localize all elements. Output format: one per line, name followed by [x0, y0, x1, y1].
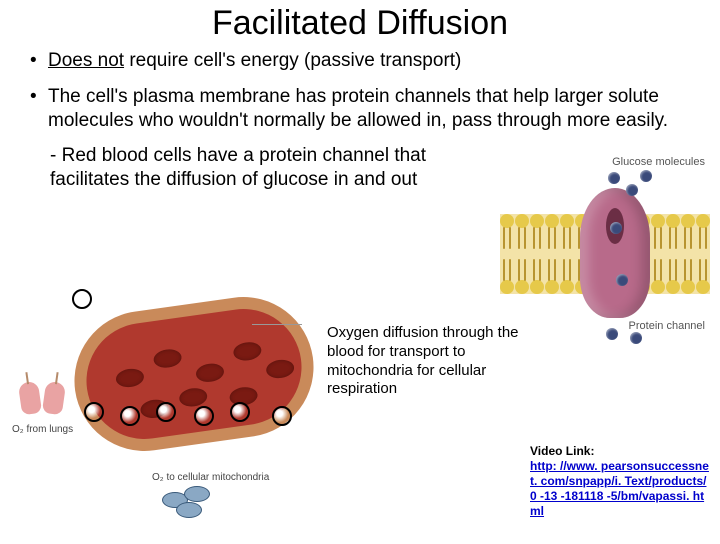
lipid	[515, 254, 529, 294]
lipid	[666, 214, 680, 254]
protein-channel-label: Protein channel	[629, 320, 705, 332]
lipid	[515, 214, 529, 254]
lipid	[560, 214, 574, 254]
lipid	[666, 254, 680, 294]
red-blood-cell	[115, 367, 145, 389]
red-blood-cell	[232, 340, 262, 362]
glucose-label: Glucose molecules	[612, 156, 705, 168]
mitochondria-label: O₂ to cellular mitochondria	[152, 472, 269, 483]
bullet-1: Does not require cell's energy (passive …	[30, 49, 700, 73]
pointer-line	[252, 324, 302, 325]
red-blood-cell	[195, 362, 225, 384]
mitochondria-icon	[162, 486, 222, 522]
lungs-label: O₂ from lungs	[12, 424, 73, 435]
oxygen-molecule	[272, 406, 292, 426]
lipid	[651, 254, 665, 294]
video-link-block: Video Link: http: //www. pearsonsuccessn…	[530, 444, 710, 519]
glucose-molecule	[608, 172, 620, 184]
blood-vessel	[65, 288, 322, 460]
oxygen-molecule	[230, 402, 250, 422]
oxygen-caption: Oxygen diffusion through the blood for t…	[325, 322, 530, 401]
lipid	[545, 254, 559, 294]
oxygen-molecule	[72, 289, 92, 309]
glucose-molecule	[640, 170, 652, 182]
lipid	[681, 214, 695, 254]
sub-bullet: - Red blood cells have a protein channel…	[50, 144, 470, 192]
membrane-diagram: Glucose molecules Protein channel	[500, 154, 710, 354]
lipid	[500, 254, 514, 294]
lipid	[696, 254, 710, 294]
video-link-url[interactable]: http: //www. pearsonsuccessnet. com/snpa…	[530, 459, 709, 518]
oxygen-molecule	[84, 402, 104, 422]
lipid	[530, 214, 544, 254]
glucose-molecule	[616, 274, 628, 286]
bullet-1-rest: require cell's energy (passive transport…	[124, 50, 461, 71]
video-link-label: Video Link:	[530, 444, 594, 458]
lipid	[681, 254, 695, 294]
glucose-molecule	[606, 328, 618, 340]
lipid	[560, 254, 574, 294]
lipid	[530, 254, 544, 294]
lipid	[696, 214, 710, 254]
red-blood-cell	[152, 348, 182, 370]
blood-vessel-diagram: O₂ from lungs O₂ to cellular mitochondri…	[12, 294, 332, 534]
lipid	[500, 214, 514, 254]
bullet-list: Does not require cell's energy (passive …	[30, 49, 700, 132]
oxygen-molecule	[156, 402, 176, 422]
bullet-1-emphasis: Does not	[48, 50, 124, 71]
glucose-molecule	[610, 222, 622, 234]
lipid	[651, 214, 665, 254]
glucose-molecule	[630, 332, 642, 344]
bullet-2: The cell's plasma membrane has protein c…	[30, 85, 700, 133]
red-blood-cell	[265, 358, 295, 380]
red-blood-cell	[178, 386, 208, 408]
lipid	[545, 214, 559, 254]
oxygen-molecule	[120, 406, 140, 426]
oxygen-molecule	[194, 406, 214, 426]
glucose-molecule	[626, 184, 638, 196]
lungs-icon	[18, 374, 66, 422]
page-title: Facilitated Diffusion	[0, 4, 720, 43]
